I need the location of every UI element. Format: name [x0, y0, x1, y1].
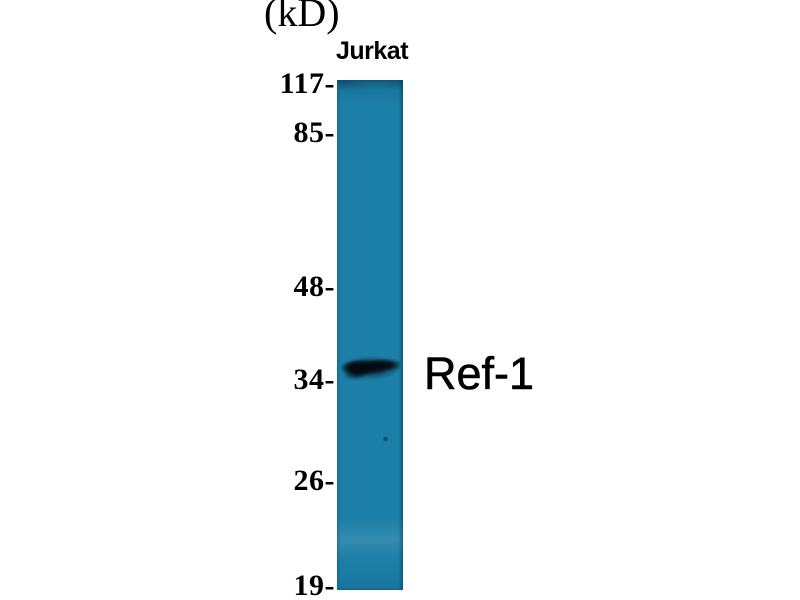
marker-85: 85-: [293, 116, 335, 149]
marker-26: 26-: [293, 464, 335, 497]
marker-48: 48-: [293, 270, 335, 303]
marker-117: 117-: [279, 67, 335, 100]
blot-lane: [337, 80, 403, 590]
marker-19: 19-: [293, 569, 335, 600]
unit-label-kd: (kD): [264, 0, 340, 35]
lane-label-jurkat: Jurkat: [336, 37, 409, 65]
protein-band: [340, 352, 400, 384]
marker-34: 34-: [293, 363, 335, 396]
lane-speck: [382, 436, 389, 442]
band-label-ref-1: Ref-1: [424, 348, 535, 399]
